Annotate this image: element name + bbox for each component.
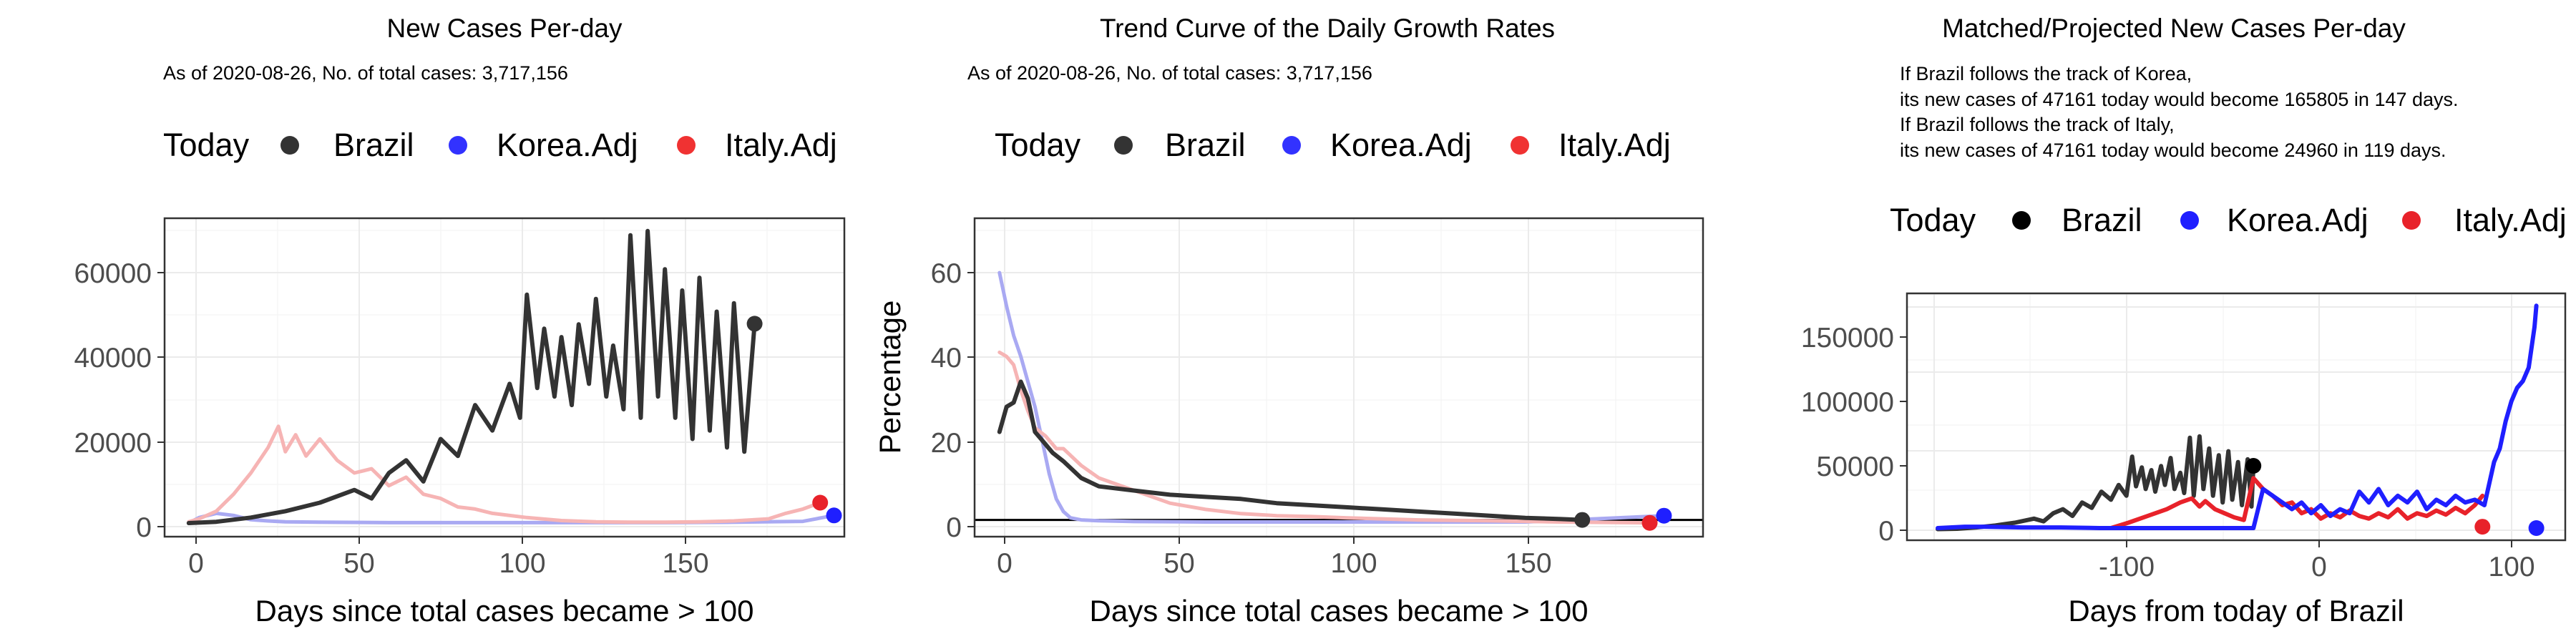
panel-2-subtitle: As of 2020-08-26, No. of total cases: 3,… [967, 62, 1372, 84]
panel-3-x-ticks: -100 0 100 [2099, 540, 2535, 582]
panel-2-data [975, 270, 1703, 531]
legend-title: Today [995, 127, 1081, 163]
today-point-italy-adj [1641, 514, 1658, 531]
legend-label-korea: Korea.Adj [497, 127, 638, 163]
panel-3-x-axis-title: Days from today of Brazil [2068, 594, 2404, 628]
panel-3-plot-area [1907, 293, 2565, 540]
legend-title: Today [163, 127, 250, 163]
x-tick-label: 100 [1330, 548, 1377, 579]
x-tick-label: 100 [499, 548, 545, 579]
legend-dot-italy [2402, 211, 2421, 230]
panel-new-cases: New Cases Per-day As of 2020-08-26, No. … [74, 14, 846, 628]
legend-dot-korea [449, 136, 467, 155]
y-tick-label: 20 [931, 428, 962, 459]
series-line-italy-adj [187, 424, 822, 525]
panel-1-y-ticks: 0 20000 40000 60000 [74, 258, 165, 543]
panel-2-x-axis-title: Days since total cases became > 100 [1090, 594, 1589, 628]
series-line-brazil [997, 379, 1585, 522]
y-tick-label: 50000 [1817, 452, 1894, 482]
today-point-brazil [746, 316, 763, 332]
panel-2-title: Trend Curve of the Daily Growth Rates [1100, 14, 1555, 43]
today-point-brazil [2245, 458, 2262, 474]
legend-label-korea: Korea.Adj [1330, 127, 1472, 163]
panel-3-frame [1906, 292, 2567, 542]
today-point-korea-adj [2528, 520, 2545, 536]
x-tick-label: 0 [188, 548, 204, 579]
y-tick-label: 0 [136, 512, 152, 543]
legend-label-brazil: Brazil [2062, 202, 2142, 238]
legend-dot-korea [2180, 211, 2199, 230]
panel-projection: Matched/Projected New Cases Per-day If B… [1801, 14, 2567, 628]
note-line: If Brazil follows the track of Korea, [1900, 63, 2192, 84]
x-tick-label: -100 [2099, 552, 2155, 582]
y-tick-label: 0 [1878, 516, 1894, 547]
x-tick-label: 50 [343, 548, 374, 579]
series-line-korea-adj [1936, 303, 2539, 530]
legend-label-italy: Italy.Adj [1558, 127, 1671, 163]
panel-1-plot-area [165, 218, 844, 537]
y-tick-label: 40000 [74, 343, 152, 374]
panel-3-legend: Today Brazil Korea.Adj Italy.Adj [1890, 202, 2567, 238]
panel-1-legend: Today Brazil Korea.Adj Italy.Adj [163, 127, 837, 163]
y-tick-label: 40 [931, 343, 962, 374]
x-tick-label: 0 [997, 548, 1013, 579]
today-point-korea-adj [1656, 507, 1672, 524]
panel-1-title: New Cases Per-day [386, 14, 623, 43]
legend-label-brazil: Brazil [333, 127, 414, 163]
legend-label-italy: Italy.Adj [725, 127, 837, 163]
x-tick-label: 150 [662, 548, 708, 579]
y-tick-label: 20000 [74, 428, 152, 459]
panel-1-subtitle: As of 2020-08-26, No. of total cases: 3,… [163, 62, 568, 84]
panel-1-data [186, 228, 842, 525]
panel-1-frame [163, 217, 846, 538]
legend-label-brazil: Brazil [1165, 127, 1246, 163]
panel-3-note: If Brazil follows the track of Korea, it… [1900, 63, 2459, 161]
today-point-italy-adj [812, 494, 829, 511]
panel-2-x-ticks: 0 50 100 150 [997, 537, 1552, 579]
panel-3-grid [1907, 293, 2565, 540]
today-point-korea-adj [826, 507, 842, 524]
y-tick-label: 0 [946, 512, 962, 543]
series-line-brazil [1936, 434, 2256, 532]
today-point-italy-adj [2474, 519, 2491, 535]
note-line: its new cases of 47161 today would becom… [1900, 89, 2459, 110]
note-line: its new cases of 47161 today would becom… [1900, 140, 2446, 161]
panel-3-data [1936, 303, 2545, 536]
y-tick-label: 150000 [1801, 323, 1894, 353]
x-tick-label: 100 [2488, 552, 2534, 582]
legend-dot-italy [1511, 136, 1529, 155]
series-line-italy-adj [997, 350, 1652, 525]
y-tick-label: 60 [931, 258, 962, 289]
panel-3-title: Matched/Projected New Cases Per-day [1942, 14, 2406, 43]
panel-2-plot-area [975, 218, 1703, 537]
legend-label-korea: Korea.Adj [2227, 202, 2368, 238]
series-line-korea-adj [997, 270, 1666, 524]
series-line-italy-adj [2109, 476, 2485, 530]
panel-2-y-axis-title: Percentage [873, 301, 907, 454]
legend-title: Today [1890, 202, 1976, 238]
panel-2-y-ticks: 0 20 40 60 [931, 258, 975, 543]
panel-growth-rates: Trend Curve of the Daily Growth Rates As… [873, 14, 1704, 628]
series-line-brazil [186, 228, 757, 525]
legend-dot-brazil [2012, 211, 2031, 230]
panel-3-y-ticks: 0 50000 100000 150000 [1801, 323, 1907, 547]
panel-1-x-axis-title: Days since total cases became > 100 [255, 594, 754, 628]
legend-dot-korea [1282, 136, 1301, 155]
note-line: If Brazil follows the track of Italy, [1900, 114, 2175, 135]
x-tick-label: 150 [1505, 548, 1551, 579]
panel-1-grid [165, 218, 844, 537]
x-tick-label: 50 [1163, 548, 1194, 579]
legend-label-italy: Italy.Adj [2454, 202, 2567, 238]
y-tick-label: 100000 [1801, 387, 1894, 418]
panel-1-x-ticks: 0 50 100 150 [188, 537, 709, 579]
y-tick-label: 60000 [74, 258, 152, 289]
panel-2-frame [973, 217, 1704, 538]
today-point-brazil [1574, 512, 1591, 528]
legend-dot-brazil [1114, 136, 1133, 155]
x-tick-label: 0 [2311, 552, 2327, 582]
panel-2-legend: Today Brazil Korea.Adj Italy.Adj [995, 127, 1671, 163]
legend-dot-brazil [280, 136, 299, 155]
legend-dot-italy [677, 136, 696, 155]
